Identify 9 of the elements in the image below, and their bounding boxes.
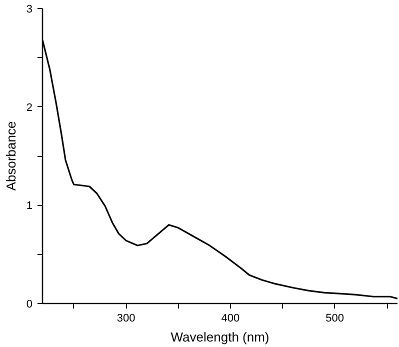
x-tick-label: 400 xyxy=(221,312,240,324)
y-tick-label: 0 xyxy=(26,298,33,310)
y-tick-label: 2 xyxy=(26,102,33,114)
y-axis-title: Absorbance xyxy=(3,121,18,191)
y-tick-label: 3 xyxy=(26,4,33,16)
y-tick-label: 1 xyxy=(26,200,33,212)
x-tick-label: 300 xyxy=(116,312,136,324)
x-tick-label: 500 xyxy=(326,312,344,324)
x-axis-title: Wavelength (nm) xyxy=(170,330,270,344)
